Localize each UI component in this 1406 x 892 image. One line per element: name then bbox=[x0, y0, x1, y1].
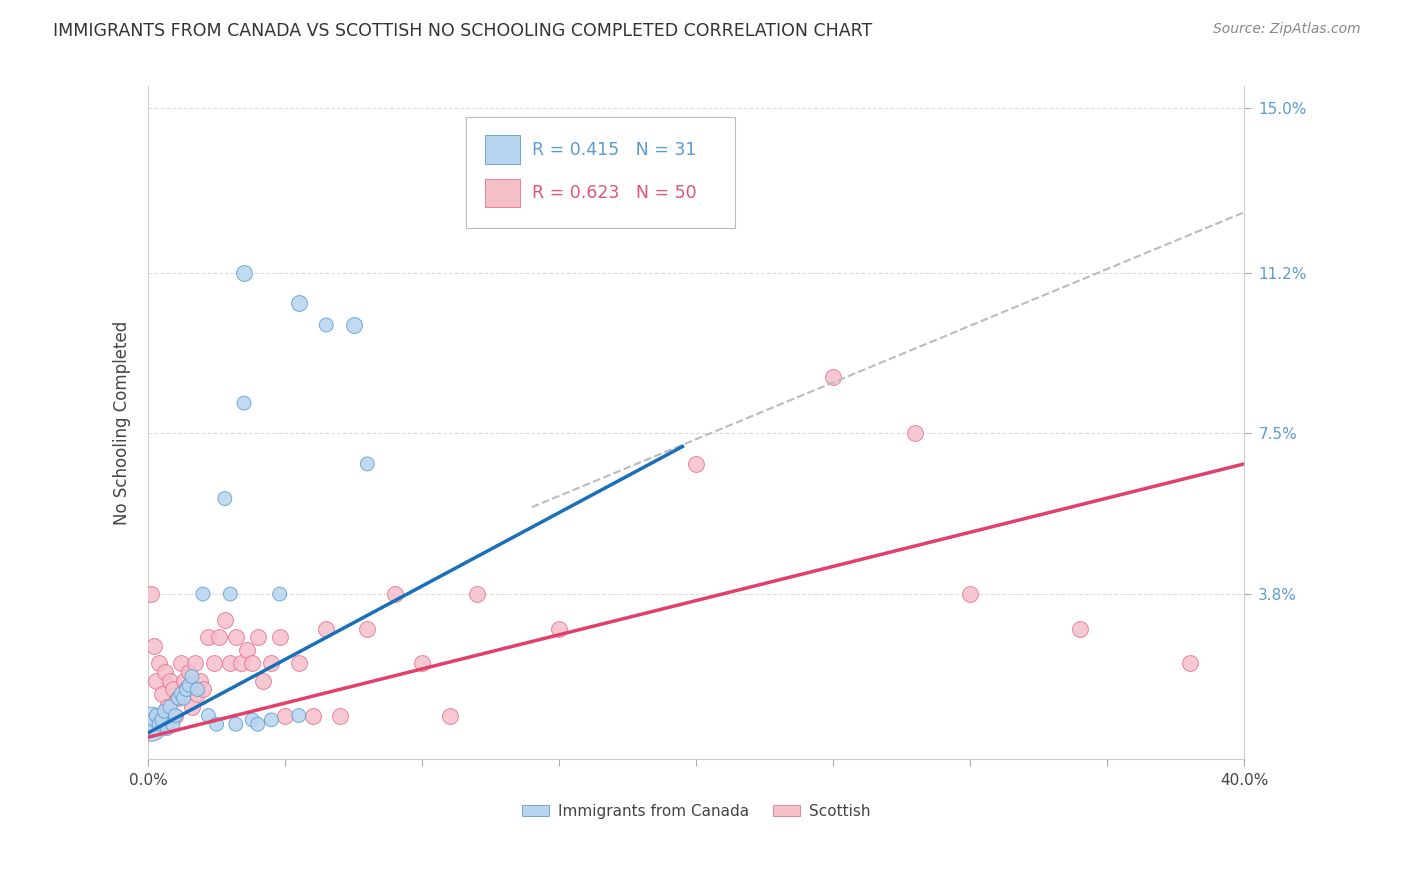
Point bbox=[315, 622, 337, 636]
Point bbox=[1069, 622, 1091, 636]
Point bbox=[202, 657, 225, 671]
Point bbox=[959, 587, 981, 601]
Point bbox=[179, 678, 201, 692]
Point bbox=[162, 717, 184, 731]
Point bbox=[288, 657, 311, 671]
Point bbox=[139, 587, 162, 601]
Point bbox=[235, 643, 257, 657]
Point bbox=[246, 631, 269, 645]
Point bbox=[159, 673, 181, 688]
Legend: Immigrants from Canada, Scottish: Immigrants from Canada, Scottish bbox=[516, 798, 877, 825]
Text: R = 0.415   N = 31: R = 0.415 N = 31 bbox=[531, 141, 696, 159]
Point bbox=[153, 704, 176, 718]
Point bbox=[176, 682, 198, 697]
Point bbox=[301, 708, 323, 723]
Point bbox=[411, 657, 433, 671]
Point bbox=[153, 665, 176, 680]
Point bbox=[356, 622, 378, 636]
Y-axis label: No Schooling Completed: No Schooling Completed bbox=[114, 320, 131, 524]
Point bbox=[188, 673, 211, 688]
Point bbox=[191, 682, 214, 697]
Point bbox=[240, 713, 263, 727]
Point bbox=[219, 657, 242, 671]
FancyBboxPatch shape bbox=[465, 117, 734, 227]
Point bbox=[288, 708, 311, 723]
Point bbox=[219, 587, 242, 601]
Point bbox=[231, 657, 253, 671]
Point bbox=[139, 717, 162, 731]
Point bbox=[191, 587, 214, 601]
Point bbox=[288, 296, 311, 310]
FancyBboxPatch shape bbox=[485, 136, 520, 164]
Point bbox=[685, 457, 707, 471]
Point bbox=[214, 491, 236, 506]
Point bbox=[148, 717, 170, 731]
Point bbox=[233, 396, 256, 410]
Point bbox=[145, 708, 167, 723]
Point bbox=[356, 457, 378, 471]
Point bbox=[240, 657, 263, 671]
Point bbox=[548, 622, 571, 636]
Point bbox=[274, 708, 297, 723]
Point bbox=[179, 665, 201, 680]
Point bbox=[343, 318, 366, 332]
Text: Source: ZipAtlas.com: Source: ZipAtlas.com bbox=[1213, 22, 1361, 37]
Point bbox=[183, 657, 205, 671]
Point bbox=[186, 682, 208, 697]
Point bbox=[315, 318, 337, 332]
Text: IMMIGRANTS FROM CANADA VS SCOTTISH NO SCHOOLING COMPLETED CORRELATION CHART: IMMIGRANTS FROM CANADA VS SCOTTISH NO SC… bbox=[53, 22, 873, 40]
Point bbox=[214, 613, 236, 627]
Point bbox=[142, 713, 165, 727]
FancyBboxPatch shape bbox=[485, 179, 520, 208]
Point bbox=[165, 708, 187, 723]
Point bbox=[159, 699, 181, 714]
Point bbox=[162, 682, 184, 697]
Point bbox=[170, 657, 193, 671]
Point bbox=[167, 691, 190, 706]
Point bbox=[167, 691, 190, 706]
Point bbox=[181, 669, 204, 683]
Point bbox=[197, 708, 219, 723]
Point bbox=[205, 717, 228, 731]
Point bbox=[1178, 657, 1201, 671]
Point bbox=[181, 699, 204, 714]
Point bbox=[246, 717, 269, 731]
Point bbox=[156, 699, 179, 714]
Point bbox=[269, 587, 291, 601]
Point bbox=[165, 708, 187, 723]
Point bbox=[208, 631, 231, 645]
Point bbox=[439, 708, 461, 723]
Point bbox=[170, 687, 193, 701]
Point bbox=[148, 657, 170, 671]
Point bbox=[233, 266, 256, 280]
Text: R = 0.623   N = 50: R = 0.623 N = 50 bbox=[531, 185, 696, 202]
Point bbox=[260, 657, 283, 671]
Point bbox=[225, 631, 247, 645]
Point bbox=[904, 426, 927, 441]
Point bbox=[173, 691, 195, 706]
Point bbox=[176, 682, 198, 697]
Point bbox=[260, 713, 283, 727]
Point bbox=[150, 687, 173, 701]
Point bbox=[145, 673, 167, 688]
Point bbox=[252, 673, 274, 688]
Point bbox=[186, 687, 208, 701]
Point bbox=[225, 717, 247, 731]
Point bbox=[823, 370, 845, 384]
Point bbox=[465, 587, 488, 601]
Point bbox=[269, 631, 291, 645]
Point bbox=[384, 587, 406, 601]
Point bbox=[329, 708, 352, 723]
Point bbox=[156, 722, 179, 736]
Point bbox=[197, 631, 219, 645]
Point bbox=[142, 639, 165, 653]
Point bbox=[150, 713, 173, 727]
Point bbox=[173, 673, 195, 688]
